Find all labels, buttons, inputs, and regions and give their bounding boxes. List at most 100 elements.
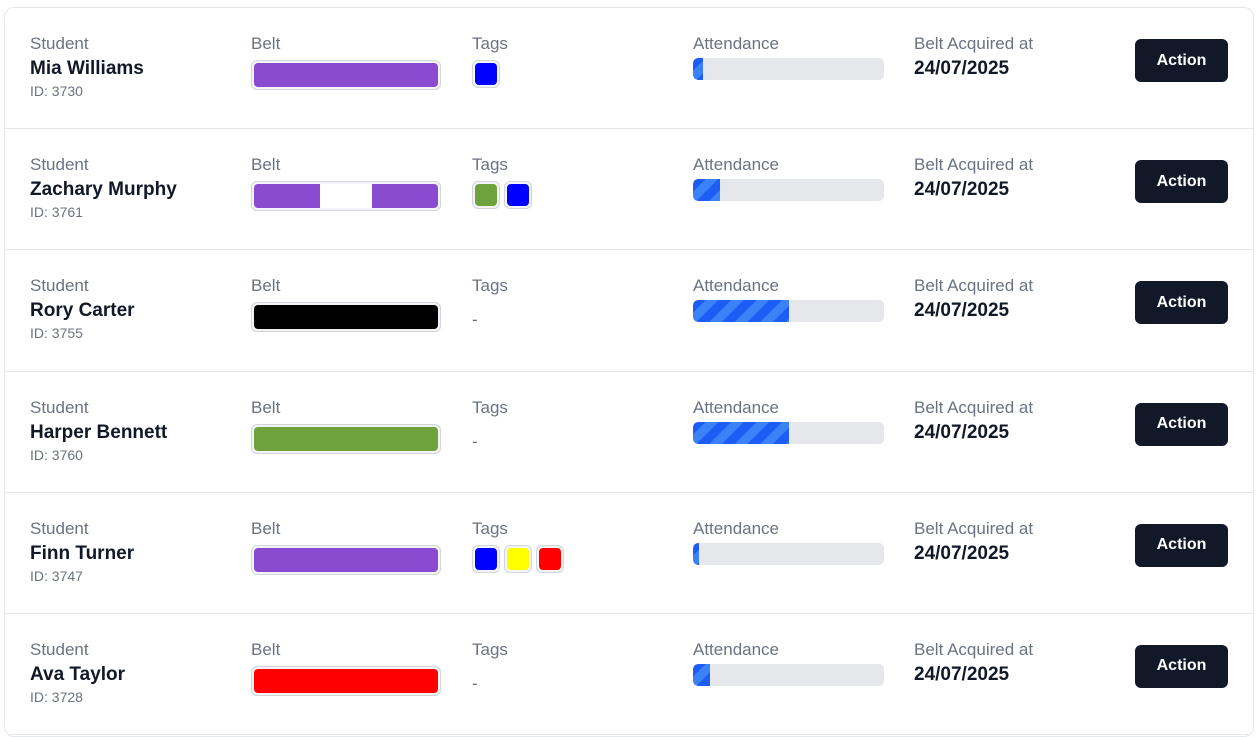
belt-acquired-cell: Belt Acquired at 24/07/2025 (914, 640, 1033, 687)
student-cell: Student Rory Carter ID: 3755 (30, 276, 135, 342)
tags-cell: Tags (472, 519, 564, 574)
tags-list: - (472, 423, 508, 453)
student-cell: Student Mia Williams ID: 3730 (30, 34, 144, 100)
belt-colors (254, 184, 438, 209)
belt-acquired-cell: Belt Acquired at 24/07/2025 (914, 398, 1033, 445)
belt-swatch (251, 665, 441, 696)
belt-acquired-date: 24/07/2025 (914, 179, 1010, 201)
belt-cell: Belt (251, 398, 441, 454)
tags-list (472, 180, 532, 210)
tag-color (475, 63, 497, 85)
belt-acquired-cell: Belt Acquired at 24/07/2025 (914, 276, 1033, 323)
student-id: ID: 3761 (30, 204, 83, 221)
belt-segment (372, 184, 438, 209)
attendance-cell: Attendance (693, 155, 884, 202)
belt-label: Belt (251, 155, 281, 175)
belt-acquired-label: Belt Acquired at (914, 34, 1034, 53)
tag-color (475, 547, 497, 570)
student-row-2: Student Zachary Murphy ID: 3761 Belt Tag… (5, 129, 1253, 251)
student-row-3: Student Rory Carter ID: 3755 Belt Tags -… (5, 250, 1253, 372)
tags-cell: Tags (472, 34, 508, 89)
attendance-label: Attendance (693, 397, 780, 417)
student-name: Zachary Murphy (30, 179, 177, 201)
tags-list: - (472, 301, 508, 331)
students-card: Student Mia Williams ID: 3730 Belt Tags … (4, 7, 1254, 737)
belt-acquired-cell: Belt Acquired at 24/07/2025 (914, 519, 1033, 566)
tags-cell: Tags (472, 155, 532, 210)
tags-list (472, 59, 508, 89)
belt-segment (319, 184, 373, 209)
attendance-bar (693, 663, 884, 686)
attendance-cell: Attendance (693, 398, 884, 444)
student-row-1: Student Mia Williams ID: 3730 Belt Tags … (5, 8, 1253, 130)
belt-colors (254, 426, 438, 451)
student-label: Student (30, 518, 89, 538)
tag-color (475, 184, 497, 207)
attendance-bar (693, 58, 884, 80)
belt-acquired-label: Belt Acquired at (914, 397, 1034, 417)
attendance-bar (693, 421, 884, 444)
belt-label: Belt (251, 639, 281, 659)
action-button[interactable]: Action (1135, 402, 1228, 446)
belt-segment (254, 184, 320, 209)
tags-label: Tags (472, 397, 508, 417)
belt-acquired-date: 24/07/2025 (914, 300, 1010, 322)
student-id: ID: 3730 (30, 83, 83, 99)
belt-label: Belt (251, 518, 281, 538)
belt-cell: Belt (251, 519, 441, 575)
belt-cell: Belt (251, 276, 441, 333)
belt-acquired-label: Belt Acquired at (914, 518, 1034, 538)
belt-acquired-cell: Belt Acquired at 24/07/2025 (914, 155, 1033, 202)
attendance-bar (693, 179, 884, 202)
action-button[interactable]: Action (1135, 644, 1228, 688)
attendance-bar-fill (693, 542, 699, 565)
attendance-bar (693, 300, 884, 323)
belt-label: Belt (251, 397, 281, 417)
tag-swatch (472, 181, 500, 210)
tags-label: Tags (472, 518, 508, 538)
belt-acquired-date: 24/07/2025 (914, 421, 1010, 443)
student-name: Finn Turner (30, 542, 135, 564)
belt-acquired-label: Belt Acquired at (914, 639, 1034, 659)
belt-segment (254, 63, 438, 87)
belt-colors (254, 547, 438, 572)
belt-acquired-cell: Belt Acquired at 24/07/2025 (914, 34, 1033, 81)
student-id: ID: 3747 (30, 567, 83, 584)
attendance-bar-fill (693, 58, 703, 80)
belt-swatch (251, 302, 441, 333)
belt-swatch (251, 60, 441, 90)
action-button[interactable]: Action (1135, 523, 1228, 567)
tag-color (507, 547, 529, 570)
action-button[interactable]: Action (1135, 160, 1228, 204)
student-row-5: Student Finn Turner ID: 3747 Belt Tags A… (5, 493, 1253, 614)
tag-swatch (504, 544, 532, 573)
attendance-cell: Attendance (693, 276, 884, 323)
belt-acquired-date: 24/07/2025 (914, 58, 1010, 79)
student-id: ID: 3755 (30, 325, 83, 342)
attendance-bar-fill (693, 300, 789, 323)
belt-cell: Belt (251, 34, 441, 90)
tags-empty: - (472, 673, 478, 693)
student-cell: Student Ava Taylor ID: 3728 (30, 640, 125, 706)
belt-colors (254, 305, 438, 330)
belt-label: Belt (251, 276, 281, 296)
tags-cell: Tags - (472, 640, 508, 695)
tags-empty: - (472, 310, 478, 330)
attendance-bar-fill (693, 421, 789, 444)
belt-acquired-date: 24/07/2025 (914, 542, 1010, 564)
belt-segment (254, 426, 438, 451)
attendance-label: Attendance (693, 518, 780, 538)
attendance-label: Attendance (693, 155, 780, 175)
student-id: ID: 3760 (30, 446, 83, 463)
belt-acquired-label: Belt Acquired at (914, 276, 1034, 296)
action-button[interactable]: Action (1135, 281, 1228, 325)
attendance-cell: Attendance (693, 519, 884, 565)
belt-segment (254, 668, 438, 693)
tag-swatch (472, 544, 500, 573)
action-button[interactable]: Action (1135, 39, 1228, 82)
student-label: Student (30, 639, 89, 659)
student-name: Ava Taylor (30, 663, 126, 685)
attendance-bar-fill (693, 179, 720, 202)
tags-empty: - (472, 431, 478, 451)
student-cell: Student Zachary Murphy ID: 3761 (30, 155, 177, 221)
